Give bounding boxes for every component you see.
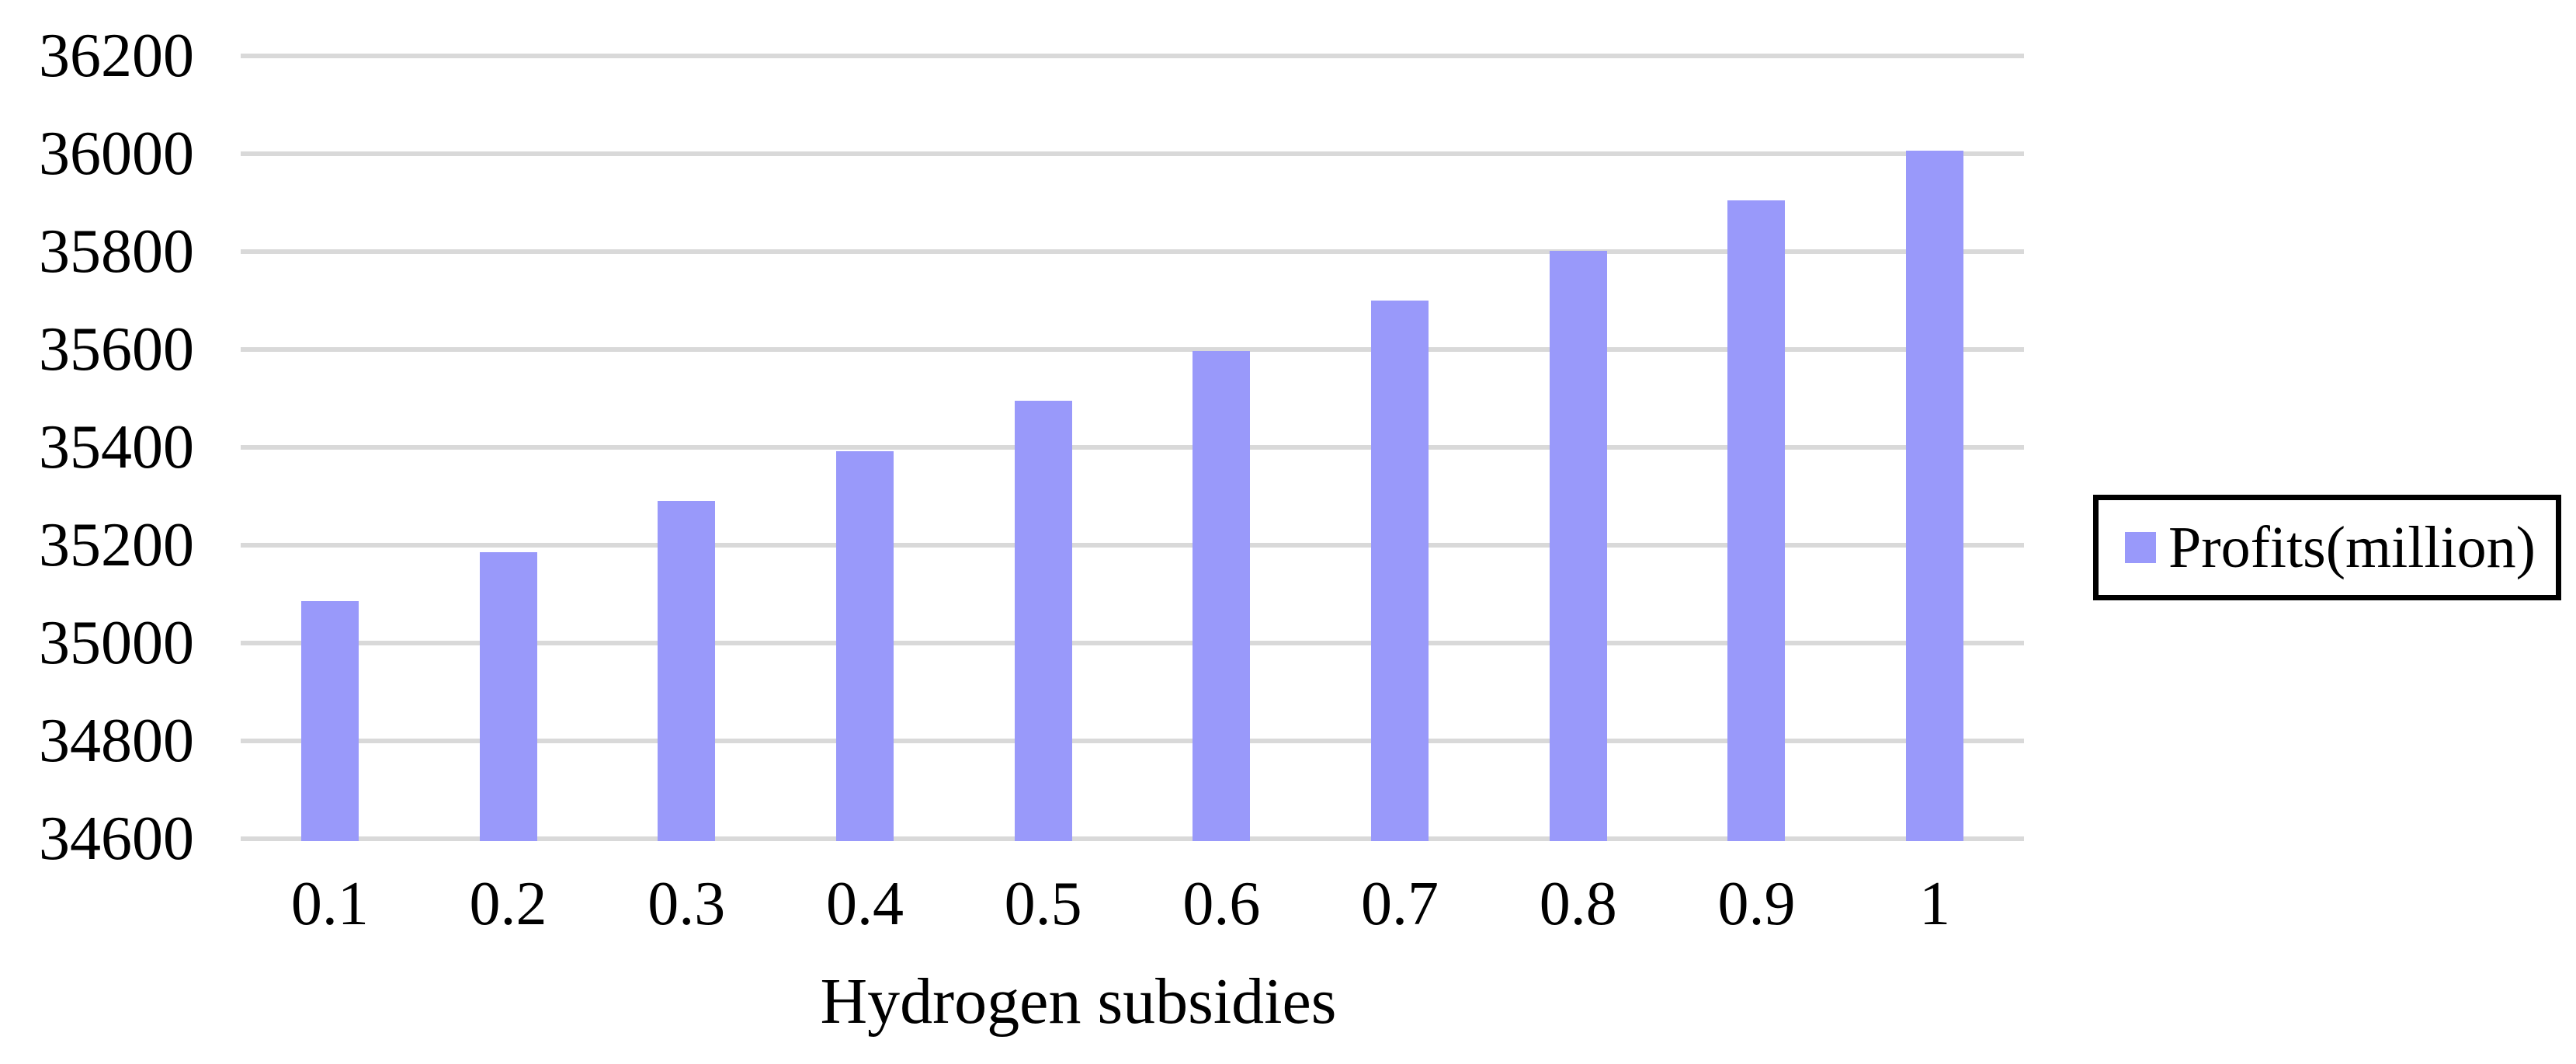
gridline bbox=[241, 151, 2024, 156]
x-tick-label: 0.6 bbox=[1182, 870, 1261, 938]
bar bbox=[1371, 301, 1429, 841]
x-tick-label: 0.7 bbox=[1361, 870, 1439, 938]
x-tick-label: 0.1 bbox=[290, 870, 369, 938]
x-axis-title: Hydrogen subsidies bbox=[820, 965, 1337, 1038]
y-tick-label: 36200 bbox=[39, 22, 194, 90]
y-tick-label: 35600 bbox=[39, 315, 194, 384]
x-tick-label: 0.2 bbox=[469, 870, 547, 938]
y-tick-label: 34600 bbox=[39, 805, 194, 873]
y-tick-label: 35800 bbox=[39, 217, 194, 286]
bar bbox=[1906, 151, 1964, 841]
bar bbox=[479, 551, 537, 841]
y-tick-label: 35200 bbox=[39, 511, 194, 579]
gridline bbox=[241, 543, 2024, 548]
bar bbox=[1549, 251, 1607, 841]
bar bbox=[1727, 200, 1786, 841]
gridline bbox=[241, 54, 2024, 58]
x-tick-label: 0.9 bbox=[1717, 870, 1796, 938]
gridline bbox=[241, 836, 2024, 841]
y-tick-label: 36000 bbox=[39, 120, 194, 188]
x-tick-label: 1 bbox=[1919, 870, 1951, 938]
x-tick-label: 0.4 bbox=[825, 870, 904, 938]
bar bbox=[1014, 401, 1072, 841]
y-tick-label: 34800 bbox=[39, 707, 194, 775]
gridline bbox=[241, 347, 2024, 352]
x-tick-label: 0.3 bbox=[647, 870, 726, 938]
gridline bbox=[241, 641, 2024, 645]
legend: Profits(million) bbox=[2093, 495, 2561, 600]
y-tick-label: 35400 bbox=[39, 413, 194, 482]
plot-area bbox=[241, 54, 2024, 841]
x-tick-label: 0.5 bbox=[1004, 870, 1082, 938]
gridline bbox=[241, 249, 2024, 254]
bar bbox=[835, 450, 894, 841]
x-tick-label: 0.8 bbox=[1539, 870, 1617, 938]
gridline bbox=[241, 445, 2024, 450]
legend-swatch-icon bbox=[2125, 532, 2156, 563]
gridline bbox=[241, 739, 2024, 743]
y-tick-label: 35000 bbox=[39, 609, 194, 677]
bar bbox=[658, 501, 716, 841]
legend-label: Profits(million) bbox=[2168, 515, 2536, 580]
bar bbox=[300, 601, 359, 841]
bar bbox=[1193, 350, 1251, 841]
